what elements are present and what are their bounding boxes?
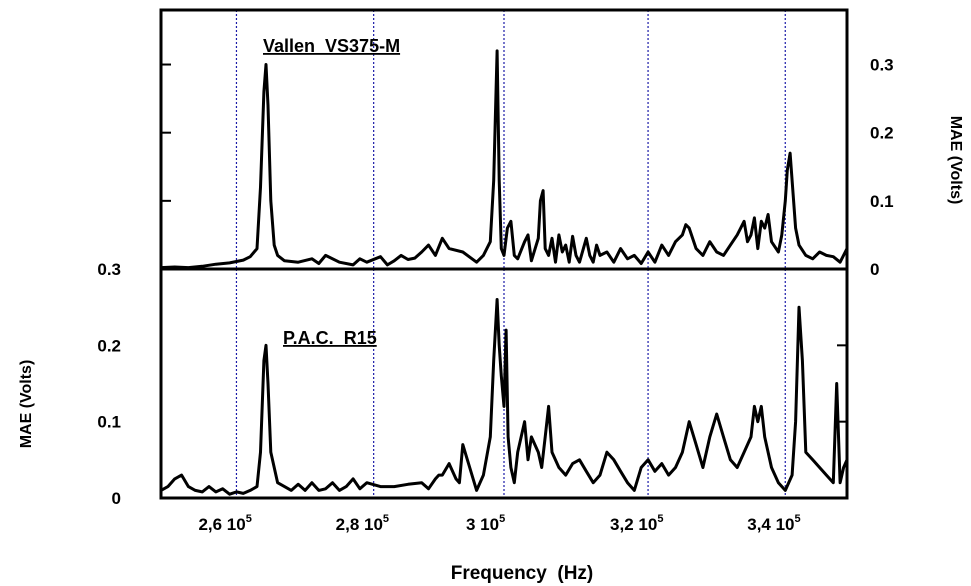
bottom-panel-frame [159,267,849,500]
y-tick-label: 0.2 [870,124,894,143]
top-panel-title: Vallen VS375-M [263,36,400,56]
bottom-panel-title: P.A.C. R15 [283,328,377,348]
y-tick-label: 0.2 [97,336,121,355]
x-ticks: 2,6 105 2,8 105 3 105 3,2 105 3,4 105 [198,513,800,534]
y-tick-label: 0 [112,489,121,508]
x-tick-label: 3,2 105 [610,513,663,534]
top-grid [235,10,786,269]
top-y-axis-title: MAE (Volts) [947,116,964,205]
x-tick-label: 2,6 105 [198,513,251,534]
y-tick-label: 0.3 [870,56,894,75]
x-tick-label: 3,4 105 [747,513,800,534]
top-y-ticks: 0 0.1 0.2 0.3 [161,56,894,279]
top-series-line [160,49,849,270]
y-tick-label: 0.1 [870,192,894,211]
bottom-series-line [160,298,849,496]
bottom-y-axis-title: MAE (Volts) [18,360,35,449]
bottom-y-ticks: 0 0.1 0.2 0.3 [97,260,847,508]
x-axis-title: Frequency (Hz) [451,563,594,584]
x-tick-label: 2,8 105 [336,513,389,534]
x-tick-label: 3 105 [466,513,505,534]
y-tick-label: 0.3 [97,260,121,279]
y-tick-label: 0.1 [97,413,121,432]
y-tick-label: 0 [870,260,879,279]
